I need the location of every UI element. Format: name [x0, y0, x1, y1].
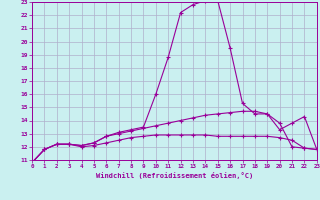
- X-axis label: Windchill (Refroidissement éolien,°C): Windchill (Refroidissement éolien,°C): [96, 172, 253, 179]
